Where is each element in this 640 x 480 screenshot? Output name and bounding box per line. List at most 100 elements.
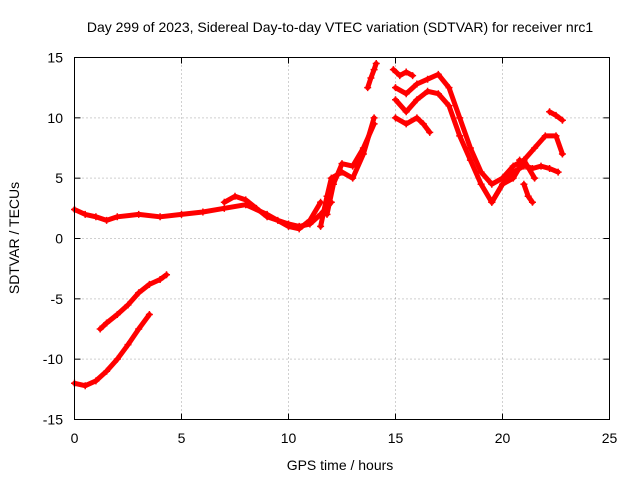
data-point — [402, 120, 410, 128]
data-point — [552, 132, 560, 140]
data-point — [392, 114, 399, 122]
data-point — [317, 198, 325, 206]
data-point — [274, 216, 282, 224]
grid-lines — [74, 57, 610, 420]
data-point — [396, 72, 404, 80]
data-point — [220, 198, 228, 206]
data-point — [178, 210, 185, 218]
data-point — [135, 289, 143, 297]
series-arc-15 — [96, 271, 171, 333]
data-point — [456, 132, 464, 140]
y-tick-label: -5 — [51, 291, 64, 307]
data-point — [295, 222, 303, 230]
data-point — [323, 210, 331, 218]
data-point — [466, 156, 474, 164]
data-point — [306, 220, 314, 228]
data-point — [424, 75, 432, 83]
data-point — [285, 220, 292, 228]
x-axis-label: GPS time / hours — [287, 457, 394, 473]
data-point — [413, 96, 421, 104]
data-point — [456, 114, 464, 122]
data-point — [389, 66, 397, 74]
series-arc-14 — [71, 311, 153, 390]
y-tick-label: 10 — [47, 110, 63, 126]
data-point — [263, 213, 271, 221]
data-point — [163, 271, 171, 279]
series-arc-6 — [389, 66, 417, 80]
data-point — [338, 160, 346, 168]
data-point — [242, 196, 250, 204]
data-point — [349, 174, 357, 182]
x-tick-label: 10 — [281, 430, 297, 446]
y-tick-label: -10 — [43, 351, 63, 367]
data-point — [409, 72, 417, 80]
data-point — [509, 162, 517, 170]
data-point — [488, 180, 496, 188]
data-point — [81, 382, 89, 390]
data-point — [419, 120, 427, 128]
series-line — [324, 121, 377, 217]
series-arc-5 — [364, 60, 380, 92]
x-tick-label: 0 — [71, 430, 79, 446]
data-point — [220, 204, 228, 212]
data-point — [552, 111, 560, 119]
data-point — [516, 156, 524, 164]
data-point — [445, 84, 453, 92]
data-point — [499, 180, 506, 188]
y-tick-label: -15 — [43, 412, 63, 428]
data-point — [317, 222, 325, 230]
data-point — [113, 355, 121, 363]
series-line — [390, 67, 416, 79]
y-axis-label: SDTVAR / TECUs — [6, 182, 22, 294]
series-arc-1 — [71, 198, 325, 233]
data-point — [477, 168, 485, 176]
data-point — [252, 204, 260, 212]
data-point — [199, 208, 207, 216]
series-arc-8 — [392, 87, 528, 206]
y-tick-label: 0 — [55, 231, 63, 247]
data-point — [156, 213, 164, 221]
x-tick-label: 20 — [495, 430, 511, 446]
data-point — [392, 84, 399, 92]
data-point — [558, 150, 566, 158]
data-point — [466, 144, 474, 152]
data-point — [96, 325, 104, 333]
data-point — [329, 180, 337, 188]
data-point — [370, 66, 378, 74]
series-line — [393, 71, 538, 187]
data-point — [426, 128, 434, 136]
data-point — [145, 280, 153, 288]
y-tick-label: 15 — [47, 50, 63, 66]
series-arc-9 — [392, 114, 434, 136]
data-point — [231, 192, 239, 200]
data-point — [445, 102, 453, 110]
data-point — [370, 120, 378, 128]
data-point — [413, 80, 421, 88]
data-point — [531, 174, 539, 182]
data-point — [367, 74, 375, 82]
data-point — [522, 162, 530, 170]
series-arc-10 — [488, 132, 566, 206]
x-tick-label: 15 — [388, 430, 404, 446]
data-point — [424, 87, 432, 95]
data-point — [531, 144, 539, 152]
data-point — [103, 367, 111, 375]
data-point — [520, 180, 528, 188]
data-point — [156, 276, 164, 284]
series-arc-4 — [323, 120, 378, 218]
x-axis-ticks: 0 5 10 15 20 25 — [71, 57, 617, 446]
data-point — [558, 116, 566, 124]
series-line — [97, 272, 169, 332]
data-point — [434, 90, 442, 98]
data-point — [113, 213, 121, 221]
data-point — [92, 213, 100, 221]
data-point — [541, 132, 549, 140]
data-point — [528, 198, 536, 206]
data-point — [402, 90, 410, 98]
data-series-group — [71, 60, 566, 390]
data-point — [554, 168, 562, 176]
y-axis-ticks: -15 -10 -5 0 5 10 15 — [43, 50, 610, 428]
data-point — [537, 162, 545, 170]
data-point — [103, 216, 111, 224]
